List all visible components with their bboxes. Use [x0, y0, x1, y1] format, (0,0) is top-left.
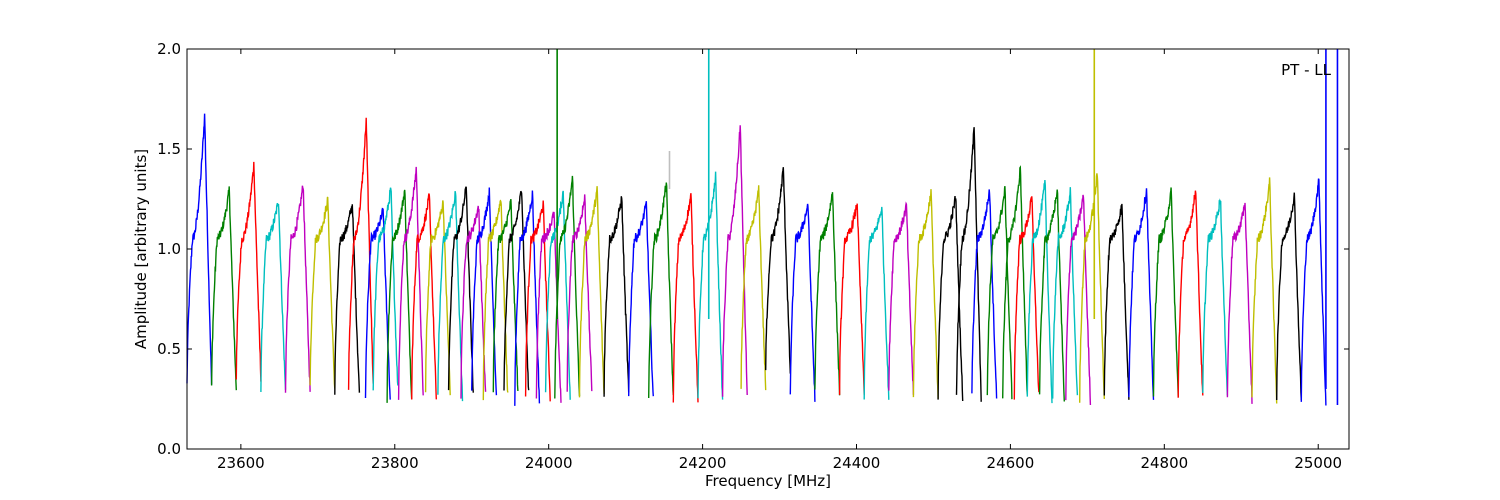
band-series-15 [447, 186, 474, 393]
band-series-39 [863, 206, 890, 400]
band-series-31 [672, 193, 699, 403]
band-series-13 [424, 200, 451, 396]
series-layer [186, 49, 1339, 406]
band-series-0 [186, 113, 213, 385]
band-series-27 [578, 186, 605, 398]
band-series-1 [210, 186, 237, 391]
y-tick-label: 1.5 [157, 140, 181, 158]
band-series-14 [437, 190, 464, 402]
band-series-41 [912, 189, 939, 399]
band-series-56 [1177, 190, 1204, 398]
band-series-5 [309, 196, 336, 389]
band-series-36 [789, 203, 816, 402]
band-series-11 [397, 166, 424, 400]
band-series-17 [471, 187, 498, 396]
band-series-30 [648, 182, 674, 399]
band-series-9 [372, 187, 399, 391]
band-series-2 [235, 161, 262, 382]
band-series-34 [740, 185, 767, 391]
x-tick-label: 25000 [1294, 454, 1342, 472]
band-series-43 [955, 127, 982, 402]
band-series-53 [1103, 203, 1130, 400]
y-tick-label: 2.0 [157, 40, 181, 58]
x-tick-label: 23600 [217, 454, 265, 472]
band-series-16 [460, 205, 487, 399]
band-series-38 [838, 203, 865, 396]
band-series-58 [1226, 202, 1253, 404]
y-axis-title: Amplitude [arbitrary units] [132, 149, 150, 349]
x-tick-label: 24200 [679, 454, 727, 472]
band-series-55 [1152, 187, 1179, 398]
band-series-8 [364, 207, 391, 400]
x-tick-label: 24000 [525, 454, 573, 472]
band-series-19 [492, 198, 519, 393]
band-series-47 [1013, 196, 1040, 400]
x-tick-label: 24400 [833, 454, 881, 472]
band-series-40 [888, 201, 915, 395]
band-series-25 [554, 175, 581, 399]
band-series-60 [1276, 192, 1302, 401]
band-series-6 [334, 204, 361, 395]
band-series-48 [1026, 179, 1053, 404]
band-series-10 [386, 189, 413, 403]
x-axis-title: Frequency [MHz] [705, 472, 831, 490]
band-series-45 [986, 186, 1013, 400]
band-series-42 [937, 196, 964, 402]
band-series-54 [1128, 188, 1155, 400]
band-series-52 [1079, 173, 1105, 403]
band-series-26 [566, 194, 593, 392]
band-series-49 [1038, 189, 1065, 402]
x-tick-label: 24800 [1140, 454, 1188, 472]
band-series-50 [1052, 187, 1079, 399]
band-series-59 [1251, 177, 1278, 404]
band-series-61 [1300, 178, 1327, 406]
band-series-12 [411, 193, 437, 400]
band-series-46 [1002, 165, 1028, 399]
band-series-35 [765, 167, 791, 374]
band-series-33 [721, 125, 748, 397]
plot-frame [186, 48, 1350, 450]
band-series-51 [1065, 194, 1092, 406]
band-series-57 [1202, 198, 1229, 396]
band-series-28 [603, 196, 630, 397]
band-series-3 [260, 202, 287, 393]
band-series-4 [284, 185, 311, 393]
band-series-44 [971, 189, 998, 399]
band-series-37 [814, 192, 841, 396]
y-tick-label: 1.0 [157, 240, 181, 258]
x-tick-label: 23800 [371, 454, 419, 472]
band-series-22 [524, 200, 551, 402]
y-ticks: 0.0 0.5 1.0 1.5 2.0 [157, 40, 1349, 458]
y-tick-label: 0.5 [157, 340, 181, 358]
y-tick-label: 0.0 [157, 440, 181, 458]
x-ticks: 23600 23800 24000 24200 24400 24600 24800 25000 [217, 49, 1342, 472]
band-series-7 [347, 117, 374, 390]
x-tick-label: 24600 [987, 454, 1035, 472]
band-series-20 [503, 190, 530, 391]
band-series-29 [628, 201, 654, 397]
annotation: PT - LL [1281, 61, 1332, 79]
band-series-21 [514, 190, 541, 406]
band-series-32 [697, 171, 724, 400]
band-series-18 [482, 199, 509, 401]
